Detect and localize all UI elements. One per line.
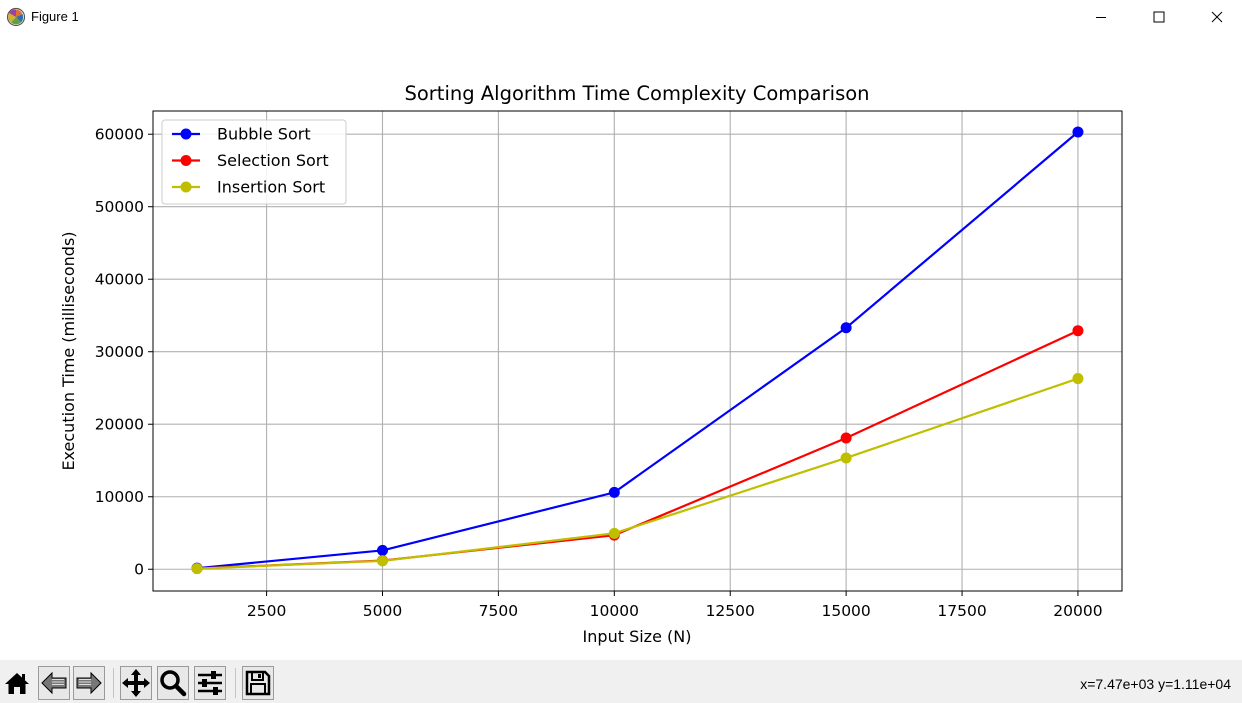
cursor-coordinates: x=7.47e+03 y=1.11e+04 xyxy=(1080,676,1231,692)
legend-marker-bubble-sort xyxy=(180,128,192,140)
data-point-insertion-sort xyxy=(1072,373,1084,385)
pan-button[interactable] xyxy=(120,666,152,700)
minimize-button[interactable] xyxy=(1072,0,1130,33)
x-tick-label: 15000 xyxy=(821,602,870,620)
axes-frame xyxy=(152,110,1123,592)
y-tick-label: 60000 xyxy=(95,126,144,144)
y-tick-label: 40000 xyxy=(95,271,144,289)
series-line-insertion-sort xyxy=(196,377,1079,570)
home-button[interactable] xyxy=(1,666,33,700)
legend-box xyxy=(161,119,347,205)
data-point-selection-sort xyxy=(840,432,852,444)
data-point-bubble-sort xyxy=(377,544,388,556)
back-button[interactable] xyxy=(38,666,70,700)
legend-marker-selection-sort xyxy=(180,155,192,166)
data-point-selection-sort xyxy=(1072,325,1084,337)
y-tick-label: 30000 xyxy=(95,343,144,361)
sliders-icon xyxy=(198,671,222,695)
data-point-insertion-sort xyxy=(377,555,388,567)
series-insertion-sort xyxy=(191,373,1084,575)
legend-label-selection-sort: Selection Sort xyxy=(217,151,329,170)
x-tick-label: 10000 xyxy=(590,602,639,620)
legend-marker-insertion-sort xyxy=(180,181,192,193)
data-point-insertion-sort xyxy=(608,527,620,539)
zoom-button[interactable] xyxy=(157,666,189,700)
floppy-disk-icon xyxy=(245,670,271,696)
x-tick-label: 7500 xyxy=(479,602,518,620)
y-axis-label: Execution Time (milliseconds) xyxy=(59,231,78,470)
home-icon xyxy=(5,673,29,694)
close-icon xyxy=(1211,11,1223,22)
legend-label-bubble-sort: Bubble Sort xyxy=(217,125,311,144)
data-point-insertion-sort xyxy=(191,563,203,575)
window-titlebar: Figure 1 xyxy=(0,0,1242,33)
window-title: Figure 1 xyxy=(31,9,79,24)
toolbar-separator xyxy=(113,668,114,698)
series-line-selection-sort xyxy=(196,329,1079,570)
legend: Bubble Sort Selection Sort Insertion Sort xyxy=(161,119,347,205)
x-axis-label: Input Size (N) xyxy=(583,627,692,646)
forward-button[interactable] xyxy=(73,666,105,700)
save-button[interactable] xyxy=(242,666,274,700)
figure-canvas[interactable]: Sorting Algorithm Time Complexity Compar… xyxy=(0,33,1242,660)
close-button[interactable] xyxy=(1188,0,1242,33)
x-tick-label: 2500 xyxy=(247,602,286,620)
move-icon xyxy=(122,669,150,697)
navigation-toolbar xyxy=(0,660,1242,703)
series-selection-sort xyxy=(191,325,1084,575)
configure-subplots-button[interactable] xyxy=(194,666,226,700)
magnifier-icon xyxy=(160,670,187,697)
data-point-insertion-sort xyxy=(840,452,852,464)
y-axis-ticks: 0 10000 20000 30000 40000 50000 60000 xyxy=(95,126,153,579)
matplotlib-logo-icon xyxy=(6,7,26,27)
toolbar-separator xyxy=(235,668,236,698)
x-tick-label: 5000 xyxy=(363,602,402,620)
x-tick-label: 20000 xyxy=(1053,602,1102,620)
y-tick-label: 50000 xyxy=(95,198,144,216)
y-tick-label: 0 xyxy=(134,561,144,579)
back-arrow-icon xyxy=(41,671,67,695)
plot-series xyxy=(191,126,1084,575)
chart-title: Sorting Algorithm Time Complexity Compar… xyxy=(404,82,869,105)
x-tick-label: 17500 xyxy=(937,602,986,620)
legend-label-insertion-sort: Insertion Sort xyxy=(217,178,325,197)
x-tick-label: 12500 xyxy=(706,602,755,620)
minimize-icon xyxy=(1096,16,1106,18)
x-axis-ticks: 2500 5000 7500 10000 12500 15000 17500 20000 xyxy=(247,591,1103,620)
y-tick-label: 20000 xyxy=(95,416,144,434)
y-tick-label: 10000 xyxy=(95,488,144,506)
maximize-icon xyxy=(1153,11,1165,22)
data-point-bubble-sort xyxy=(608,486,620,498)
data-point-bubble-sort xyxy=(1072,126,1084,138)
forward-arrow-icon xyxy=(76,671,102,695)
maximize-button[interactable] xyxy=(1130,0,1188,33)
data-point-bubble-sort xyxy=(840,322,852,334)
